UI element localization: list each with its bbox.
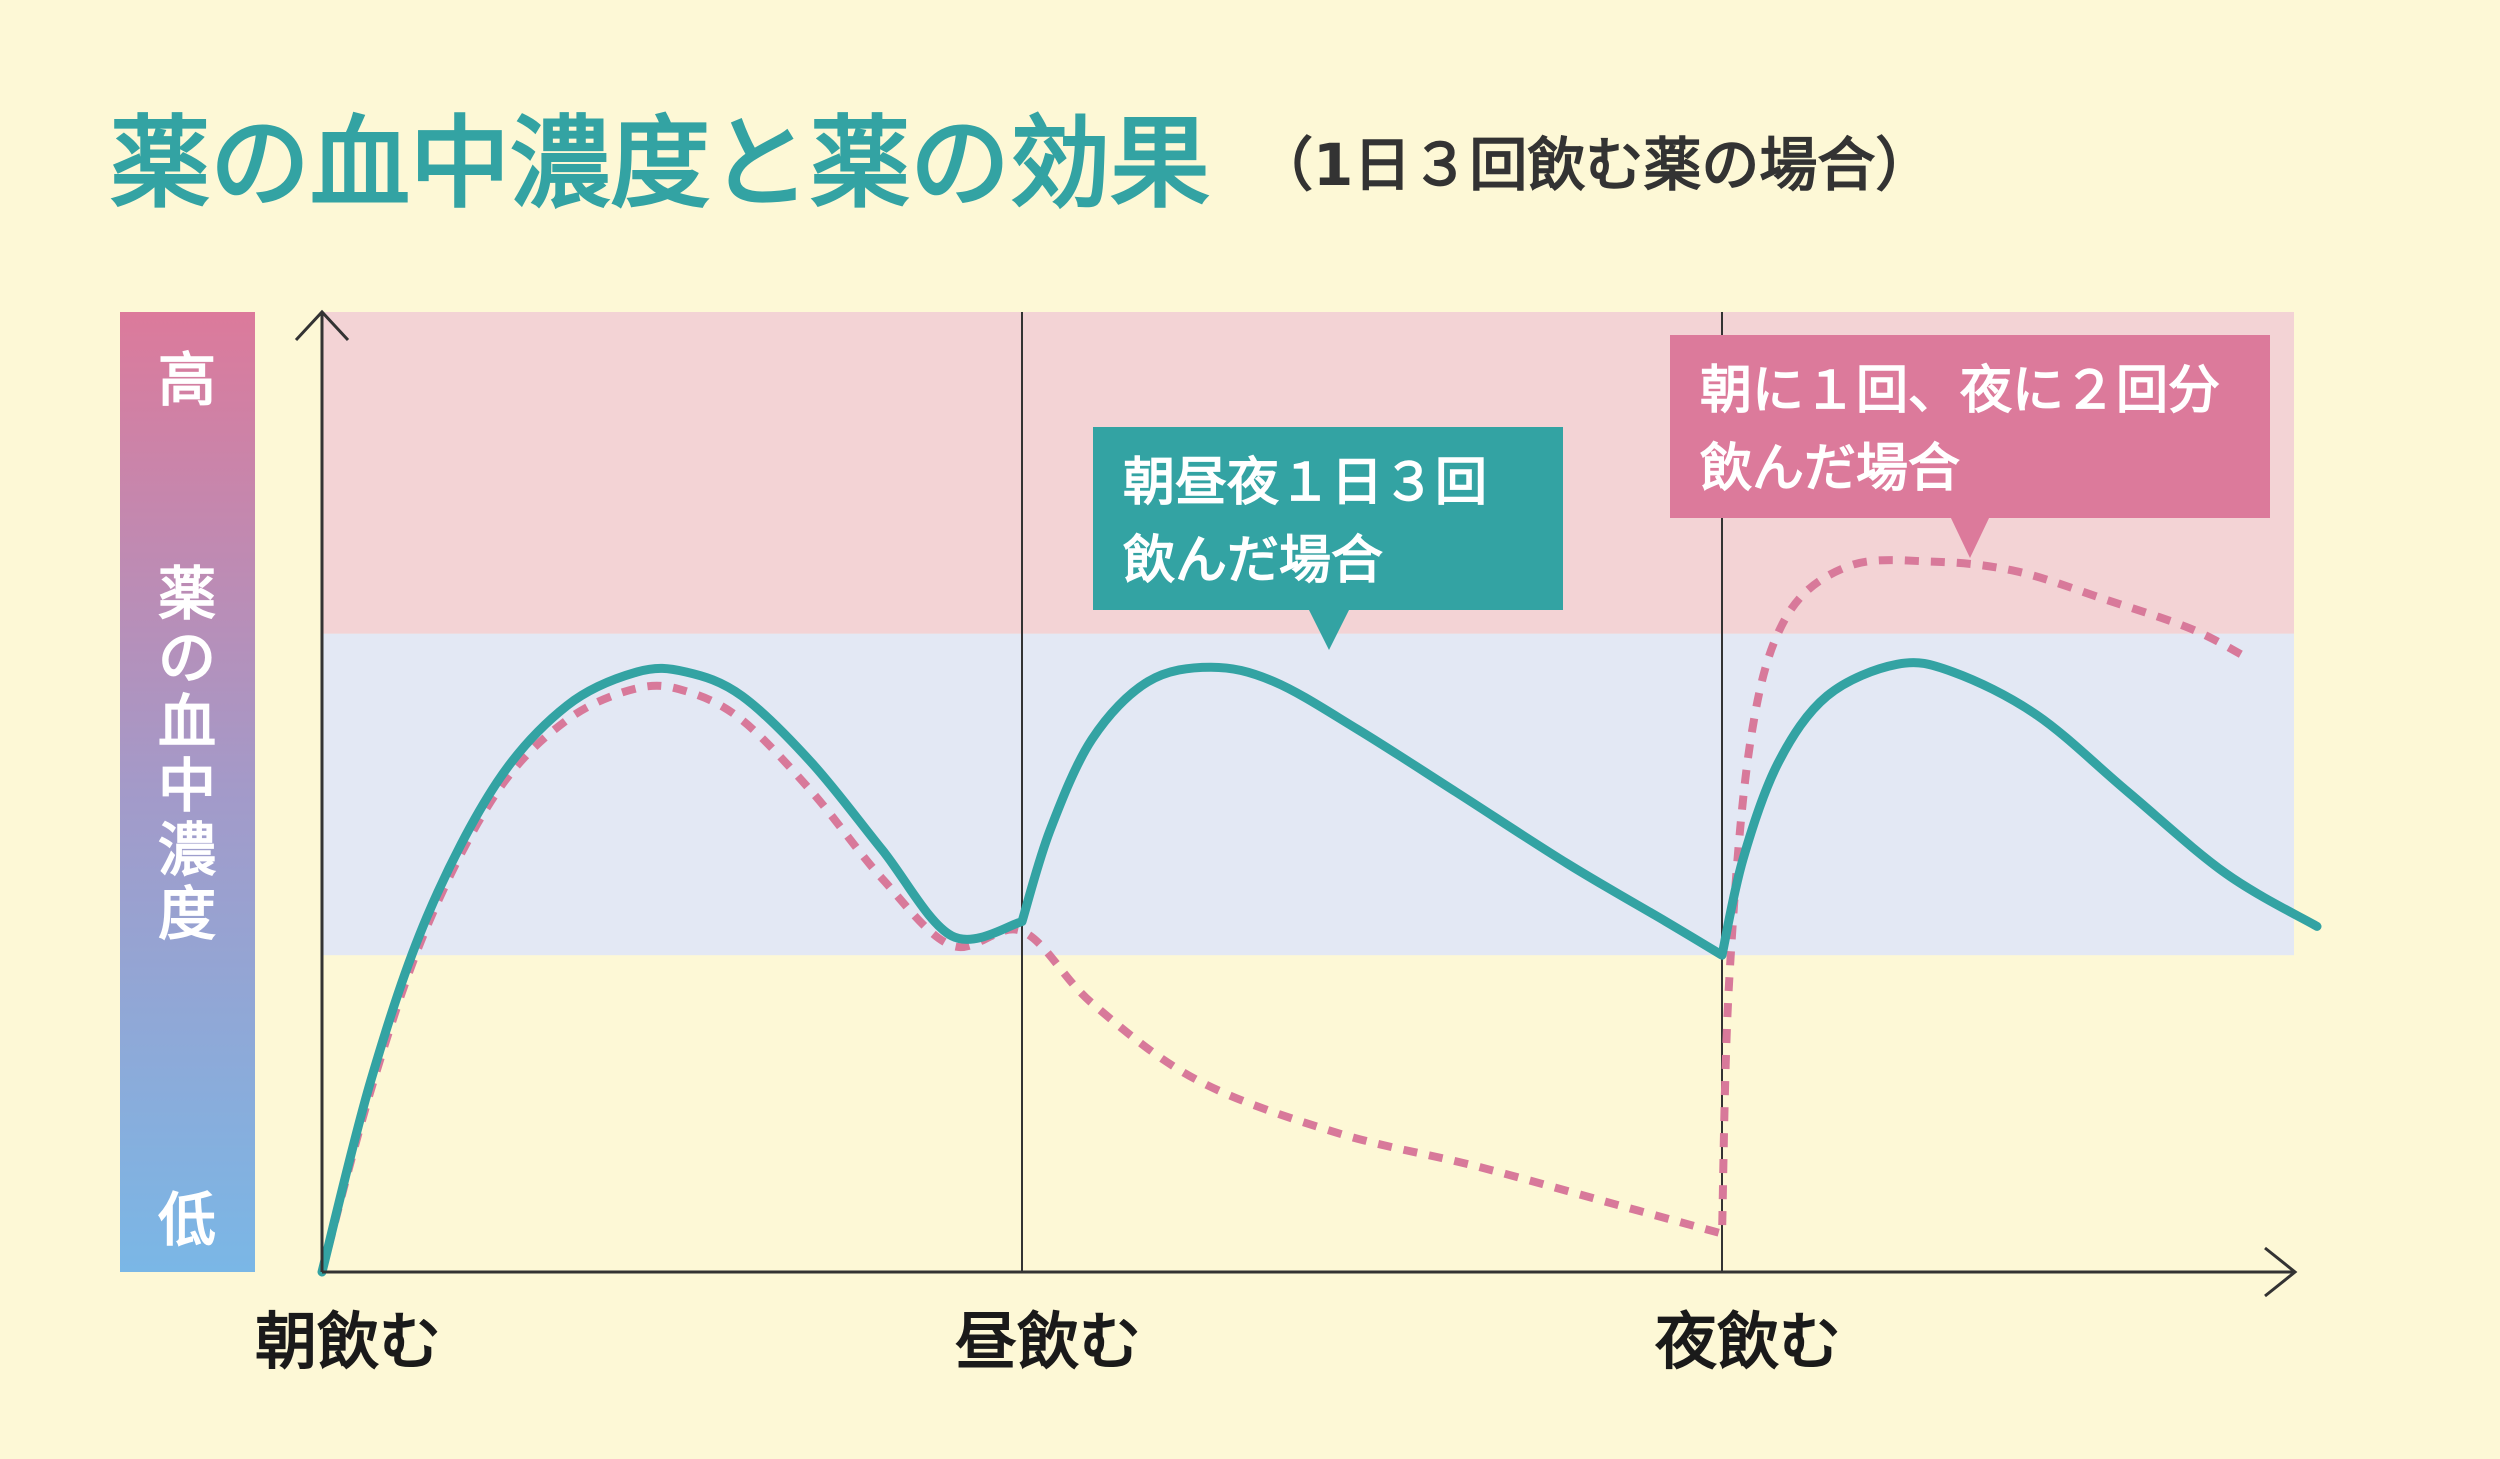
bubble-teal-line-0: 朝昼夜１日３回 [1123, 453, 1487, 513]
bubble-teal-line-1: 飲んだ場合 [1123, 531, 1383, 591]
callout-pink-text: 朝に１回、夜に２回分飲んだ場合 [1700, 361, 2220, 499]
x-axis-arrow [2264, 1246, 2298, 1298]
callout-teal: 朝昼夜１日３回飲んだ場合 [1093, 427, 1563, 650]
chart-subtitle: （1日３回飲む薬の場合） [1255, 131, 1933, 199]
y-label-char: 濃 [158, 816, 217, 884]
callout-pink: 朝に１回、夜に２回分飲んだ場合 [1670, 335, 2270, 558]
chart-title: 薬の血中濃度と薬の効果 [110, 105, 1210, 222]
callout-teal-box [1093, 427, 1563, 610]
y-axis-gradient-bar [120, 312, 255, 1272]
series-layer [317, 556, 2322, 1277]
callout-pink-pointer [1950, 516, 1990, 558]
bubble-pink-line-1: 飲んだ場合 [1700, 439, 1960, 499]
y-label-char: 薬 [158, 560, 216, 628]
y-high-label: 高 [158, 346, 216, 414]
series-line-dashed [318, 556, 2249, 1274]
y-axis-arrow [294, 309, 350, 342]
y-label-char: 中 [158, 752, 216, 820]
callout-pink-box [1670, 335, 2270, 518]
x-tick-label-1: 昼飲む [955, 1305, 1141, 1378]
callout-teal-pointer [1308, 608, 1350, 650]
series-line-solid [317, 658, 2322, 1277]
x-tick-label-2: 夜飲む [1654, 1305, 1841, 1378]
axes [294, 309, 2298, 1298]
y-label-char: 血 [158, 688, 216, 756]
x-tick-labels: 朝飲む 昼飲む 夜飲む [255, 1305, 1841, 1378]
y-label-char: 度 [158, 880, 216, 948]
y-low-label: 低 [158, 1186, 216, 1254]
y-axis-label: 薬の血中濃度 [158, 560, 217, 948]
bubble-pink-line-0: 朝に１回、夜に２回分 [1700, 361, 2220, 421]
x-tick-label-0: 朝飲む [255, 1305, 441, 1378]
y-label-char: の [158, 624, 216, 692]
callout-teal-text: 朝昼夜１日３回飲んだ場合 [1123, 453, 1487, 591]
